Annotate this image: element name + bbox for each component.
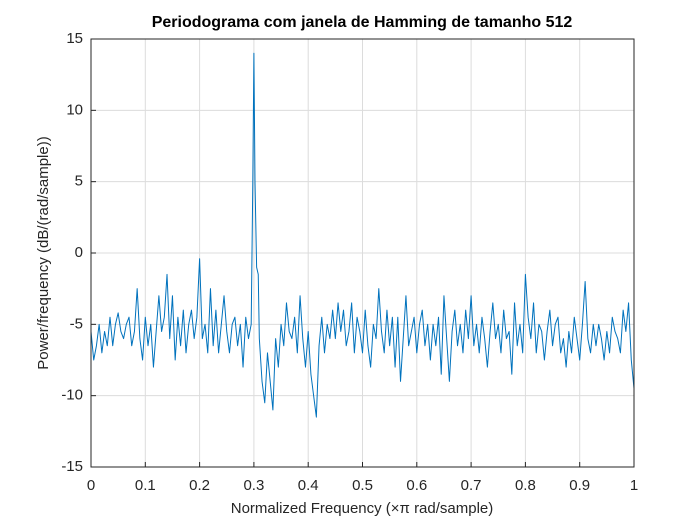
tick-labels: 0 0.1 0.2 0.3 0.4 0.5 0.6 0.7 0.8 0.9 1 -15 -10 -5 0 5 1… xyxy=(61,30,638,494)
y-tick-label: 5 xyxy=(75,173,83,190)
x-tick-label: 0.2 xyxy=(189,477,210,494)
x-tick-label: 0.8 xyxy=(515,477,536,494)
y-tick-label: 0 xyxy=(75,244,83,261)
y-tick-label: 10 xyxy=(66,101,83,118)
x-axis-label: Normalized Frequency (×π rad/sample) xyxy=(231,500,494,517)
x-tick-label: 0.9 xyxy=(569,477,590,494)
x-tick-label: 0 xyxy=(87,477,95,494)
x-tick-label: 0.6 xyxy=(406,477,427,494)
axes-box xyxy=(90,38,635,468)
x-tick-label: 0.7 xyxy=(461,477,482,494)
y-axis-label: Power/frequency (dB/(rad/sample)) xyxy=(35,136,52,369)
y-tick-label: 15 xyxy=(66,30,83,47)
x-tick-label: 1 xyxy=(630,477,638,494)
chart-title: Periodograma com janela de Hamming de ta… xyxy=(152,14,573,31)
line-series xyxy=(90,52,635,418)
series xyxy=(90,52,635,418)
y-tick-label: -5 xyxy=(70,315,83,332)
x-tick-label: 0.1 xyxy=(135,477,156,494)
x-tick-label: 0.3 xyxy=(243,477,264,494)
y-tick-label: -10 xyxy=(61,387,83,404)
y-tick-label: -15 xyxy=(61,458,83,475)
x-tick-label: 0.5 xyxy=(352,477,373,494)
x-tick-label: 0.4 xyxy=(298,477,319,494)
